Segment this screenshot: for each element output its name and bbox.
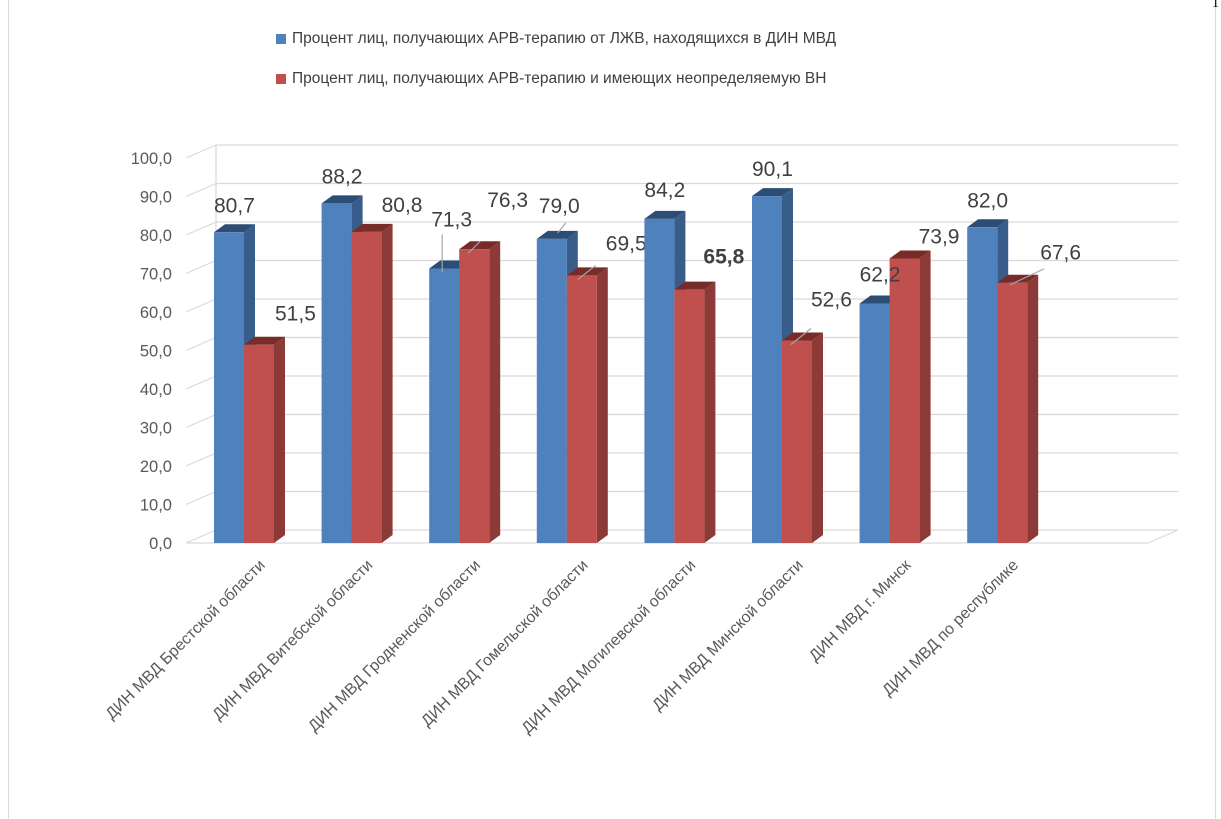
bar-series-2 [566,275,597,543]
x-category-label: ДИН МВД Гомельской области [418,557,591,730]
leader-line [1009,268,1045,286]
bar-series-2 [459,249,490,543]
data-label-series-2: 69,5 [606,232,647,255]
page-number: 1 [1212,0,1219,11]
y-tick-label: 80,0 [140,227,172,245]
bar-series-1-top [536,230,578,239]
bar-series-2-side [489,241,501,543]
bar-series-2-side [596,267,608,543]
bar-series-1 [321,203,352,543]
bar-series-2 [674,289,705,543]
y-tick-label: 30,0 [140,420,172,438]
bar-series-2-top [351,223,393,232]
data-label-series-1: 90,1 [752,158,793,181]
gridline-depth [185,298,217,313]
y-tick-label: 40,0 [140,381,172,399]
bar-series-2-side [919,250,931,544]
y-tick-label: 100,0 [131,150,172,168]
bar-series-1-top [214,224,255,233]
bar-series-2 [889,258,920,543]
data-label-series-1: 84,2 [644,179,685,202]
legend-label-series-1: Процент лиц, получающих АРВ-терапию от Л… [292,30,837,47]
legend-label-series-2: Процент лиц, получающих АРВ-терапию и им… [292,70,827,87]
data-label-series-2: 51,5 [275,303,316,326]
bar-series-1 [644,218,675,543]
bar-series-1 [214,232,244,543]
bar-series-2 [351,231,382,544]
data-label-series-2: 76,3 [487,189,528,212]
data-label-series-2: 52,6 [811,288,852,311]
bar-series-2-side [381,223,393,544]
gridline-depth [185,529,217,544]
bar-series-2-top [244,336,285,345]
y-tick-label: 10,0 [140,497,172,515]
data-label-series-2: 73,9 [919,225,960,248]
legend-item-series-1: Процент лиц, получающих АРВ-терапию от Л… [276,30,836,48]
gridline-depth [185,144,217,159]
gridline-depth [185,375,217,390]
leader-line [790,328,812,345]
leader-line [577,264,597,280]
legend-swatch-series-1 [276,34,286,44]
data-label-series-1: 62,2 [860,264,901,287]
data-label-series-2: 80,8 [382,194,423,217]
gridline-depth [185,182,217,198]
bar-series-2-side [704,281,716,543]
data-label-series-1: 80,7 [214,194,255,217]
legend-item-series-2: Процент лиц, получающих АРВ-терапию и им… [276,70,826,88]
bar-series-2 [782,340,812,543]
bar-series-2-top [674,281,716,290]
x-category-label: ДИН МВД г. Минск [806,556,915,665]
gridline-depth [185,259,217,275]
data-label-series-2: 65,8 [703,246,744,269]
data-label-series-1: 88,2 [322,165,363,188]
y-tick-label: 50,0 [140,343,172,361]
bar-series-2 [997,282,1028,543]
bar-series-1-top [321,195,363,204]
leader-line [467,240,481,254]
y-tick-label: 20,0 [140,458,172,476]
y-tick-label: 90,0 [140,189,172,207]
data-label-series-1: 82,0 [967,189,1008,212]
bar-series-2-side [274,336,285,543]
gridline-depth [185,452,217,467]
bar-series-1 [429,268,460,543]
x-category-label: ДИН МВД Гродненской области [305,557,484,736]
floor-edge-depth [1147,529,1179,544]
bar-series-1-top [967,219,1009,228]
y-tick-label: 60,0 [140,304,172,322]
bar-series-1 [967,227,998,544]
bar-series-2-top [459,241,501,250]
leader-line [557,222,567,234]
gridline-depth [185,221,217,236]
bar-series-2-top [889,250,931,259]
y-tick-label: 70,0 [140,266,172,284]
gridline-depth [185,490,217,506]
legend-swatch-series-2 [276,74,286,84]
bar-series-1 [859,303,890,543]
chart-frame [8,0,1216,819]
bar-series-2-side [812,332,823,543]
gridline-depth [185,413,217,429]
data-label-series-2: 67,6 [1040,242,1081,265]
data-label-series-1: 79,0 [539,195,580,218]
bar-series-1 [752,196,782,544]
bar-series-1-top [644,210,686,219]
bar-series-1 [536,238,567,543]
gridline-depth [185,336,217,352]
bar-series-2-top [782,332,823,341]
x-category-label: ДИН МВД Могилевской области [519,557,700,738]
data-label-series-1: 71,3 [431,208,472,231]
y-tick-label: 0,0 [149,535,172,553]
bar-series-2-side [1027,274,1039,543]
bar-series-2 [244,344,274,543]
bar-series-1-top [752,188,793,197]
